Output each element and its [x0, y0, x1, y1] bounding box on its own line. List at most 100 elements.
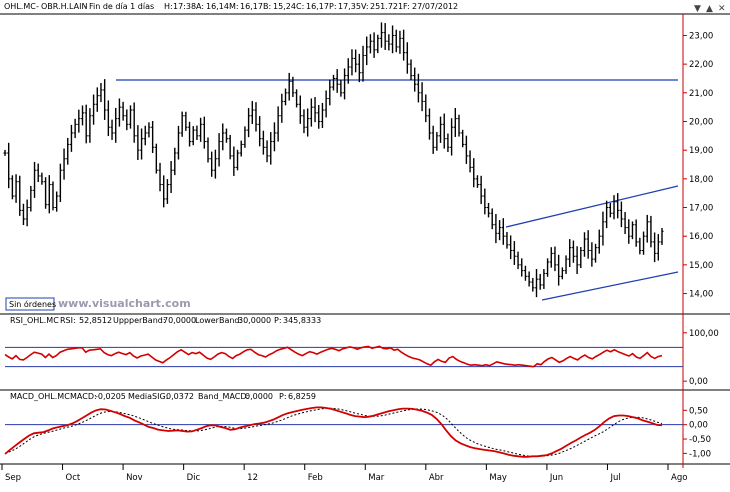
ohlc-bar: [69, 124, 74, 152]
ohlc-bar: [527, 271, 531, 287]
ohlc-bar: [195, 125, 199, 140]
ohlc-bar: [132, 102, 136, 143]
ohlc-bar: [139, 128, 144, 160]
ohlc-bar: [616, 193, 620, 219]
ohlc-bar: [324, 90, 328, 118]
ohlc-bar: [660, 228, 664, 245]
ohlc-bar: [235, 149, 240, 171]
ohlc-bar: [457, 114, 461, 137]
ohlc-bar: [553, 246, 557, 272]
ohlc-bar: [490, 208, 494, 230]
ohlc-bar: [110, 119, 114, 140]
price-tick-label: 15,00: [689, 261, 713, 271]
ohlc-bar: [114, 107, 118, 143]
time-tick-label: May: [489, 473, 507, 483]
time-tick-label: Oct: [66, 473, 81, 483]
ohlc-bar: [317, 104, 321, 129]
ohlc-bar: [47, 175, 51, 214]
ohlc-bar: [151, 121, 155, 153]
ohlc-bar: [180, 111, 184, 137]
ohlc-bar: [280, 93, 284, 123]
ohlc-bar: [191, 126, 195, 146]
header-a-value: 16,14: [206, 2, 229, 11]
time-tick-label: Jul: [609, 473, 620, 483]
header-p-label: P:: [329, 2, 337, 11]
ohlc-bar: [509, 235, 513, 260]
ohlc-bar: [438, 116, 443, 143]
ohlc-bar: [331, 74, 336, 91]
ohlc-bar: [147, 122, 151, 138]
ohlc-bar: [158, 162, 162, 192]
scroll-up-icon[interactable]: ▲: [706, 4, 713, 14]
header-v-label: V:: [361, 2, 369, 11]
ohlc-bar: [597, 229, 601, 254]
header-c-value: 16,17: [306, 2, 329, 11]
ohlc-bar: [464, 135, 468, 164]
header-f-value: 27/07/2012: [412, 2, 458, 11]
scroll-down-icon[interactable]: ▼: [694, 4, 701, 14]
price-tick-label: 17,00: [689, 204, 713, 214]
ohlc-bar: [29, 185, 33, 212]
ohlc-bar: [291, 76, 295, 97]
macd-p-label: P:: [279, 392, 287, 401]
time-tick-label: Ago: [671, 473, 687, 483]
time-axis: Sep Oct Nov Dic 12 Feb Mar Abr May Jun Jul Ago: [1, 464, 687, 483]
ohlc-bar: [99, 82, 103, 103]
upper-band-label: UppperBand:: [113, 316, 166, 325]
ohlc-bar: [58, 163, 62, 203]
ohlc-bar: [7, 142, 11, 189]
ohlc-bar: [287, 72, 291, 101]
ohlc-bar: [169, 160, 173, 194]
ohlc-bar: [376, 34, 380, 54]
close-icon[interactable]: ✕: [718, 4, 726, 14]
price-tick-label: 23,00: [689, 31, 713, 41]
ohlc-bar: [165, 179, 170, 204]
ohlc-bar: [276, 106, 280, 142]
header-indicator: OBR.H.LAIN: [41, 2, 87, 11]
ohlc-bar: [121, 101, 125, 121]
ohlc-bar: [516, 251, 520, 270]
ohlc-bar: [416, 73, 420, 103]
ohlc-bar: [40, 172, 44, 185]
macd-panel: 0,50 0,00 -0,50 -1,00: [4, 406, 711, 459]
lower-band-value: 30,0000: [238, 316, 271, 325]
ohlc-bar: [136, 125, 140, 160]
ohlc-bar: [228, 134, 232, 160]
ohlc-bar: [653, 232, 657, 263]
lower-channel-line: [541, 271, 679, 301]
ohlc-bar: [91, 94, 96, 125]
ohlc-bar: [505, 231, 509, 249]
ohlc-bar: [586, 230, 590, 259]
ohlc-bar: [210, 151, 214, 177]
price-tick-label: 18,00: [689, 175, 713, 185]
ohlc-bar: [560, 267, 564, 280]
ohlc-bar: [44, 177, 48, 209]
ohlc-bar: [306, 108, 310, 137]
rsi-p-value: 345,8333: [283, 316, 321, 325]
ohlc-bar: [383, 23, 387, 50]
ohlc-bar: [387, 34, 391, 51]
header-f-label: F:: [403, 2, 410, 11]
ohlc-bar: [424, 94, 428, 123]
ohlc-bar: [51, 181, 55, 211]
ohlc-bar: [298, 95, 302, 124]
ohlc-bar: [435, 132, 439, 151]
orders-button[interactable]: [5, 297, 55, 311]
ohlc-bar: [486, 202, 491, 218]
signal-line: [4, 407, 663, 458]
ohlc-bar: [224, 128, 229, 143]
ohlc-bar: [62, 148, 66, 180]
ohlc-bar: [258, 116, 262, 147]
header-h-label: H:: [164, 2, 173, 11]
ohlc-bar: [512, 241, 516, 265]
price-tick-label: 22,00: [689, 60, 713, 70]
ohlc-bar: [634, 219, 638, 247]
ohlc-bar: [143, 125, 147, 146]
signal-label: MediaSIG:: [128, 392, 168, 401]
header-m-value: 16,17: [240, 2, 263, 11]
upper-channel-line: [505, 185, 679, 228]
ohlc-bar: [593, 243, 598, 263]
rsi-panel: 100,00 0,00: [4, 329, 719, 387]
ohlc-bar: [494, 214, 498, 244]
